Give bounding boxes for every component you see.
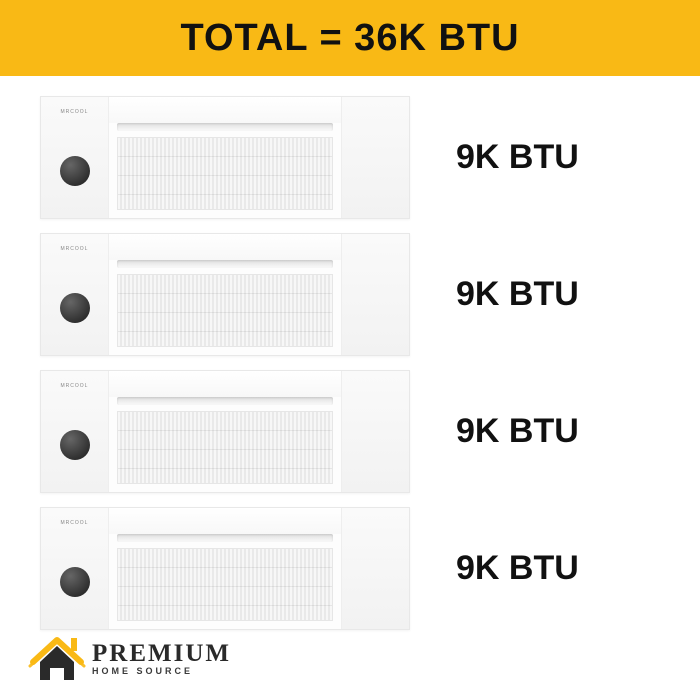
- unit-vent-top: [109, 234, 341, 260]
- unit-grille: [117, 137, 333, 210]
- unit-vent-slot: [117, 534, 333, 542]
- unit-row: MRCOOL 9K BTU: [40, 507, 660, 630]
- unit-knob: [60, 567, 90, 597]
- unit-left-panel: MRCOOL: [41, 371, 109, 492]
- ac-unit: MRCOOL: [40, 233, 410, 356]
- ac-unit: MRCOOL: [40, 96, 410, 219]
- unit-center: [109, 371, 341, 492]
- unit-grille: [117, 274, 333, 347]
- logo-sub-text: HOME SOURCE: [92, 666, 231, 676]
- unit-knob: [60, 156, 90, 186]
- unit-left-panel: MRCOOL: [41, 97, 109, 218]
- ac-unit: MRCOOL: [40, 370, 410, 493]
- unit-left-panel: MRCOOL: [41, 508, 109, 629]
- house-icon: [28, 632, 86, 684]
- ac-unit: MRCOOL: [40, 507, 410, 630]
- unit-vent-top: [109, 508, 341, 534]
- unit-brand: MRCOOL: [61, 520, 89, 526]
- unit-vent-slot: [117, 260, 333, 268]
- brand-logo: PREMIUM HOME SOURCE: [28, 632, 231, 684]
- unit-vent-top: [109, 97, 341, 123]
- unit-left-panel: MRCOOL: [41, 234, 109, 355]
- total-banner: TOTAL = 36K BTU: [0, 0, 700, 76]
- unit-row: MRCOOL 9K BTU: [40, 370, 660, 493]
- unit-row: MRCOOL 9K BTU: [40, 96, 660, 219]
- unit-vent-top: [109, 371, 341, 397]
- btu-label: 9K BTU: [456, 275, 579, 314]
- unit-center: [109, 97, 341, 218]
- logo-main-text: PREMIUM: [92, 640, 231, 668]
- btu-label: 9K BTU: [456, 138, 579, 177]
- unit-vent-slot: [117, 397, 333, 405]
- unit-knob: [60, 430, 90, 460]
- unit-knob: [60, 293, 90, 323]
- unit-right-panel: [341, 371, 409, 492]
- btu-label: 9K BTU: [456, 412, 579, 451]
- unit-brand: MRCOOL: [61, 383, 89, 389]
- unit-center: [109, 508, 341, 629]
- unit-grille: [117, 548, 333, 621]
- unit-brand: MRCOOL: [61, 109, 89, 115]
- unit-right-panel: [341, 508, 409, 629]
- unit-brand: MRCOOL: [61, 246, 89, 252]
- unit-vent-slot: [117, 123, 333, 131]
- unit-center: [109, 234, 341, 355]
- btu-label: 9K BTU: [456, 549, 579, 588]
- unit-row: MRCOOL 9K BTU: [40, 233, 660, 356]
- unit-right-panel: [341, 234, 409, 355]
- units-list: MRCOOL 9K BTU MRCOOL 9K BTU: [0, 76, 700, 630]
- unit-right-panel: [341, 97, 409, 218]
- unit-grille: [117, 411, 333, 484]
